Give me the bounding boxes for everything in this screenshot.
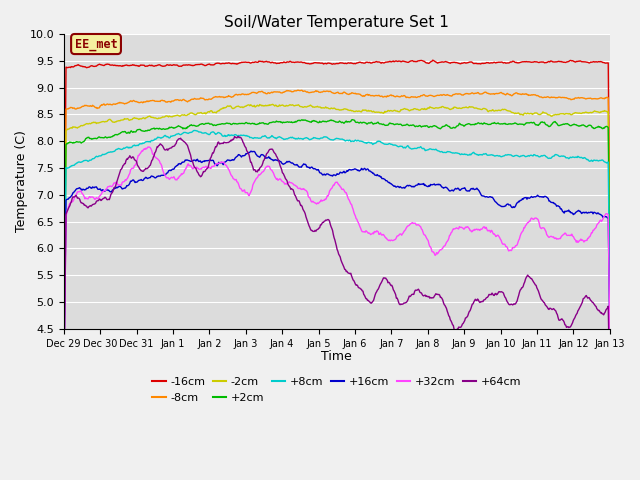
- Line: +64cm: +64cm: [64, 136, 610, 394]
- -16cm: [403, 60, 411, 65]
- -8cm: [60, 336, 68, 342]
- +16cm: [606, 333, 614, 339]
- -16cm: [211, 62, 218, 68]
- Line: +2cm: +2cm: [64, 120, 610, 358]
- X-axis label: Time: Time: [321, 350, 352, 363]
- -16cm: [70, 64, 77, 70]
- +16cm: [211, 160, 218, 166]
- -16cm: [126, 63, 134, 69]
- Line: -2cm: -2cm: [64, 104, 610, 351]
- +8cm: [60, 366, 68, 372]
- -2cm: [181, 112, 189, 118]
- +16cm: [181, 157, 189, 163]
- -8cm: [70, 105, 77, 111]
- -2cm: [404, 107, 412, 113]
- +8cm: [70, 162, 77, 168]
- +64cm: [70, 194, 77, 200]
- +32cm: [126, 170, 134, 176]
- +8cm: [191, 128, 198, 133]
- +16cm: [420, 180, 428, 186]
- Line: -8cm: -8cm: [64, 90, 610, 339]
- +32cm: [60, 392, 68, 397]
- +32cm: [144, 144, 152, 150]
- +2cm: [126, 130, 134, 136]
- -2cm: [70, 124, 77, 130]
- +32cm: [182, 166, 190, 171]
- -16cm: [419, 58, 427, 64]
- +8cm: [404, 143, 412, 148]
- -8cm: [294, 87, 302, 93]
- +16cm: [60, 382, 68, 388]
- +8cm: [181, 130, 189, 135]
- -2cm: [60, 348, 68, 354]
- -8cm: [181, 98, 189, 104]
- +2cm: [181, 126, 189, 132]
- -16cm: [606, 229, 614, 235]
- +2cm: [70, 140, 77, 145]
- +32cm: [606, 331, 614, 337]
- +32cm: [420, 231, 428, 237]
- +8cm: [126, 145, 134, 151]
- +16cm: [248, 148, 255, 154]
- +8cm: [606, 295, 614, 301]
- -2cm: [420, 107, 428, 112]
- +2cm: [404, 122, 412, 128]
- Text: EE_met: EE_met: [75, 37, 117, 50]
- +16cm: [126, 180, 134, 186]
- +32cm: [211, 163, 219, 168]
- Legend: -16cm, -8cm, -2cm, +2cm, +8cm, +16cm, +32cm, +64cm: -16cm, -8cm, -2cm, +2cm, +8cm, +16cm, +3…: [148, 373, 525, 408]
- +2cm: [211, 122, 218, 128]
- +64cm: [211, 148, 218, 154]
- +2cm: [348, 117, 356, 122]
- -16cm: [60, 316, 68, 322]
- -16cm: [429, 57, 436, 63]
- +2cm: [420, 123, 428, 129]
- +16cm: [70, 190, 77, 195]
- +64cm: [234, 133, 242, 139]
- Line: +8cm: +8cm: [64, 131, 610, 369]
- -2cm: [269, 101, 276, 107]
- +32cm: [70, 197, 77, 203]
- -8cm: [606, 253, 614, 259]
- -2cm: [126, 117, 134, 123]
- Line: +32cm: +32cm: [64, 147, 610, 395]
- +64cm: [420, 293, 428, 299]
- +64cm: [126, 153, 134, 158]
- Line: +16cm: +16cm: [64, 151, 610, 385]
- +64cm: [60, 391, 68, 396]
- +2cm: [60, 355, 68, 360]
- -8cm: [211, 94, 218, 100]
- Line: -16cm: -16cm: [64, 60, 610, 319]
- +64cm: [404, 297, 412, 303]
- -2cm: [606, 262, 614, 268]
- Y-axis label: Temperature (C): Temperature (C): [15, 131, 28, 232]
- -8cm: [420, 92, 428, 97]
- +2cm: [606, 274, 614, 279]
- +16cm: [404, 182, 412, 188]
- Title: Soil/Water Temperature Set 1: Soil/Water Temperature Set 1: [224, 15, 449, 30]
- -16cm: [181, 62, 189, 68]
- +8cm: [420, 145, 428, 151]
- +64cm: [606, 390, 614, 396]
- +64cm: [181, 140, 189, 145]
- +32cm: [404, 223, 412, 229]
- -2cm: [211, 109, 218, 115]
- +8cm: [211, 131, 219, 136]
- -8cm: [404, 95, 412, 100]
- -8cm: [126, 99, 134, 105]
